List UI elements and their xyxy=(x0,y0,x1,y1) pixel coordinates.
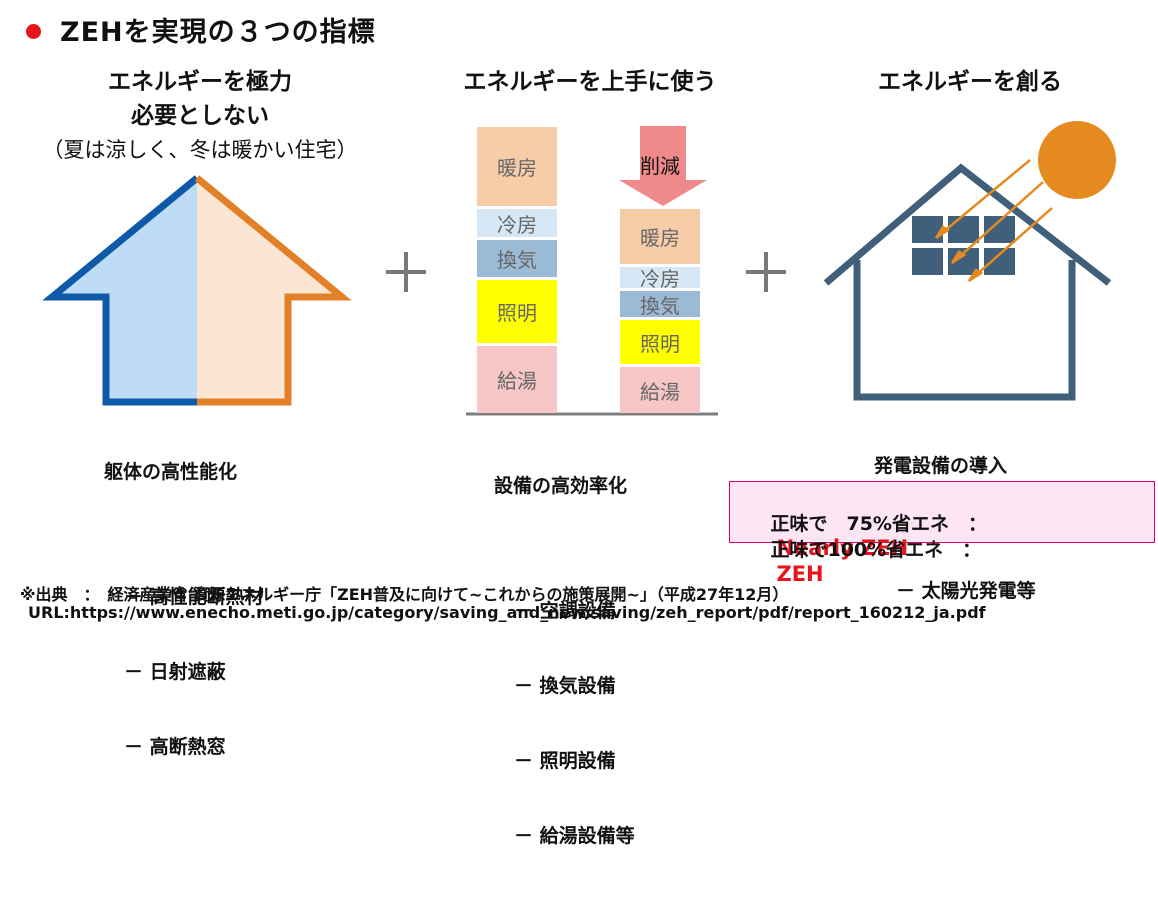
zeh-row1-label: 正味で 75%省エネ ： xyxy=(770,513,987,535)
energy-bar-after: 暖房 冷房 換気 照明 給湯 xyxy=(620,209,700,413)
zeh-row-nearly: 正味で 75%省エネ ： Nearly ZEH xyxy=(744,487,987,582)
bar-after-lighting: 照明 xyxy=(620,317,700,364)
plus-icon-1 xyxy=(386,252,426,292)
col2-list: 設備の高効率化 － 空調設備 － 換気設備 － 照明設備 － 給湯設備等 xyxy=(494,424,635,924)
zeh-row2-value: ZEH xyxy=(776,562,824,586)
col2-list-title: 設備の高効率化 xyxy=(494,475,628,497)
bar-after-hot-water: 給湯 xyxy=(620,364,700,413)
col1-subheading: （夏は涼しく、冬は暖かい住宅） xyxy=(42,138,358,162)
col1-item-2: － 日射遮蔽 xyxy=(124,661,226,683)
col1-list-title: 躯体の高性能化 xyxy=(104,461,238,483)
bar-after-cooling: 冷房 xyxy=(620,264,700,291)
footer-url[interactable]: URL:https://www.enecho.meti.go.jp/catego… xyxy=(28,603,986,622)
col2-item-4: － 給湯設備等 xyxy=(514,825,635,847)
zeh-row1-value: Nearly ZEH xyxy=(776,536,909,560)
solar-house-icon xyxy=(823,121,1116,401)
col1-heading-line1: エネルギーを極力 xyxy=(108,69,292,95)
solar-panel-icon xyxy=(912,216,1015,275)
col2-item-2: － 換気設備 xyxy=(514,675,616,697)
col3-list-title: 発電設備の導入 xyxy=(874,455,1008,477)
zeh-row2-label: 正味で100%省エネ ： xyxy=(770,539,982,561)
col1-item-1: － 高性能断熱材 xyxy=(124,586,264,608)
footer-source: ※出典 ： 経済産業省 資源エネルギー庁「ZEH普及に向けて~これからの施策展開… xyxy=(20,585,789,604)
col3-list: 発電設備の導入 － 太陽光発電等 xyxy=(874,404,1036,679)
energy-bar-before: 暖房 冷房 換気 照明 給湯 xyxy=(477,127,557,413)
col3-heading: エネルギーを創る xyxy=(878,69,1062,95)
bar-after-ventilation: 換気 xyxy=(620,288,700,318)
page-title: ZEHを実現の３つの指標 xyxy=(60,17,376,48)
reduce-arrow-icon xyxy=(619,126,707,206)
reduce-label: 削減 xyxy=(640,154,680,178)
title-bullet xyxy=(26,24,41,39)
bar-before-lighting: 照明 xyxy=(477,277,557,343)
plus-icon-2 xyxy=(746,252,786,292)
diagram-graphics xyxy=(42,121,1116,416)
bar-before-cooling: 冷房 xyxy=(477,206,557,237)
sunlight-arrows-icon xyxy=(934,159,1053,283)
zeh-row-full: 正味で100%省エネ ： ZEH xyxy=(744,513,981,608)
col2-item-3: － 照明設備 xyxy=(514,750,616,772)
col2-heading: エネルギーを上手に使う xyxy=(463,69,717,95)
bar-before-hot-water: 給湯 xyxy=(477,343,557,413)
insulated-house-icon xyxy=(42,175,352,406)
zeh-criteria-box: 正味で 75%省エネ ： Nearly ZEH 正味で100%省エネ ： ZEH xyxy=(729,481,1155,586)
bar-after-heating: 暖房 xyxy=(620,209,700,264)
sun-icon xyxy=(1038,121,1116,199)
bar-before-heating: 暖房 xyxy=(477,127,557,206)
bar-before-ventilation: 換気 xyxy=(477,237,557,277)
col2-item-1: － 空調設備 xyxy=(514,600,616,622)
col1-list: 躯体の高性能化 － 高性能断熱材 － 日射遮蔽 － 高断熱窓 xyxy=(104,410,264,835)
col3-item-1: － 太陽光発電等 xyxy=(896,580,1036,602)
col1-item-3: － 高断熱窓 xyxy=(124,736,226,758)
col1-heading-line2: 必要としない xyxy=(131,103,269,129)
